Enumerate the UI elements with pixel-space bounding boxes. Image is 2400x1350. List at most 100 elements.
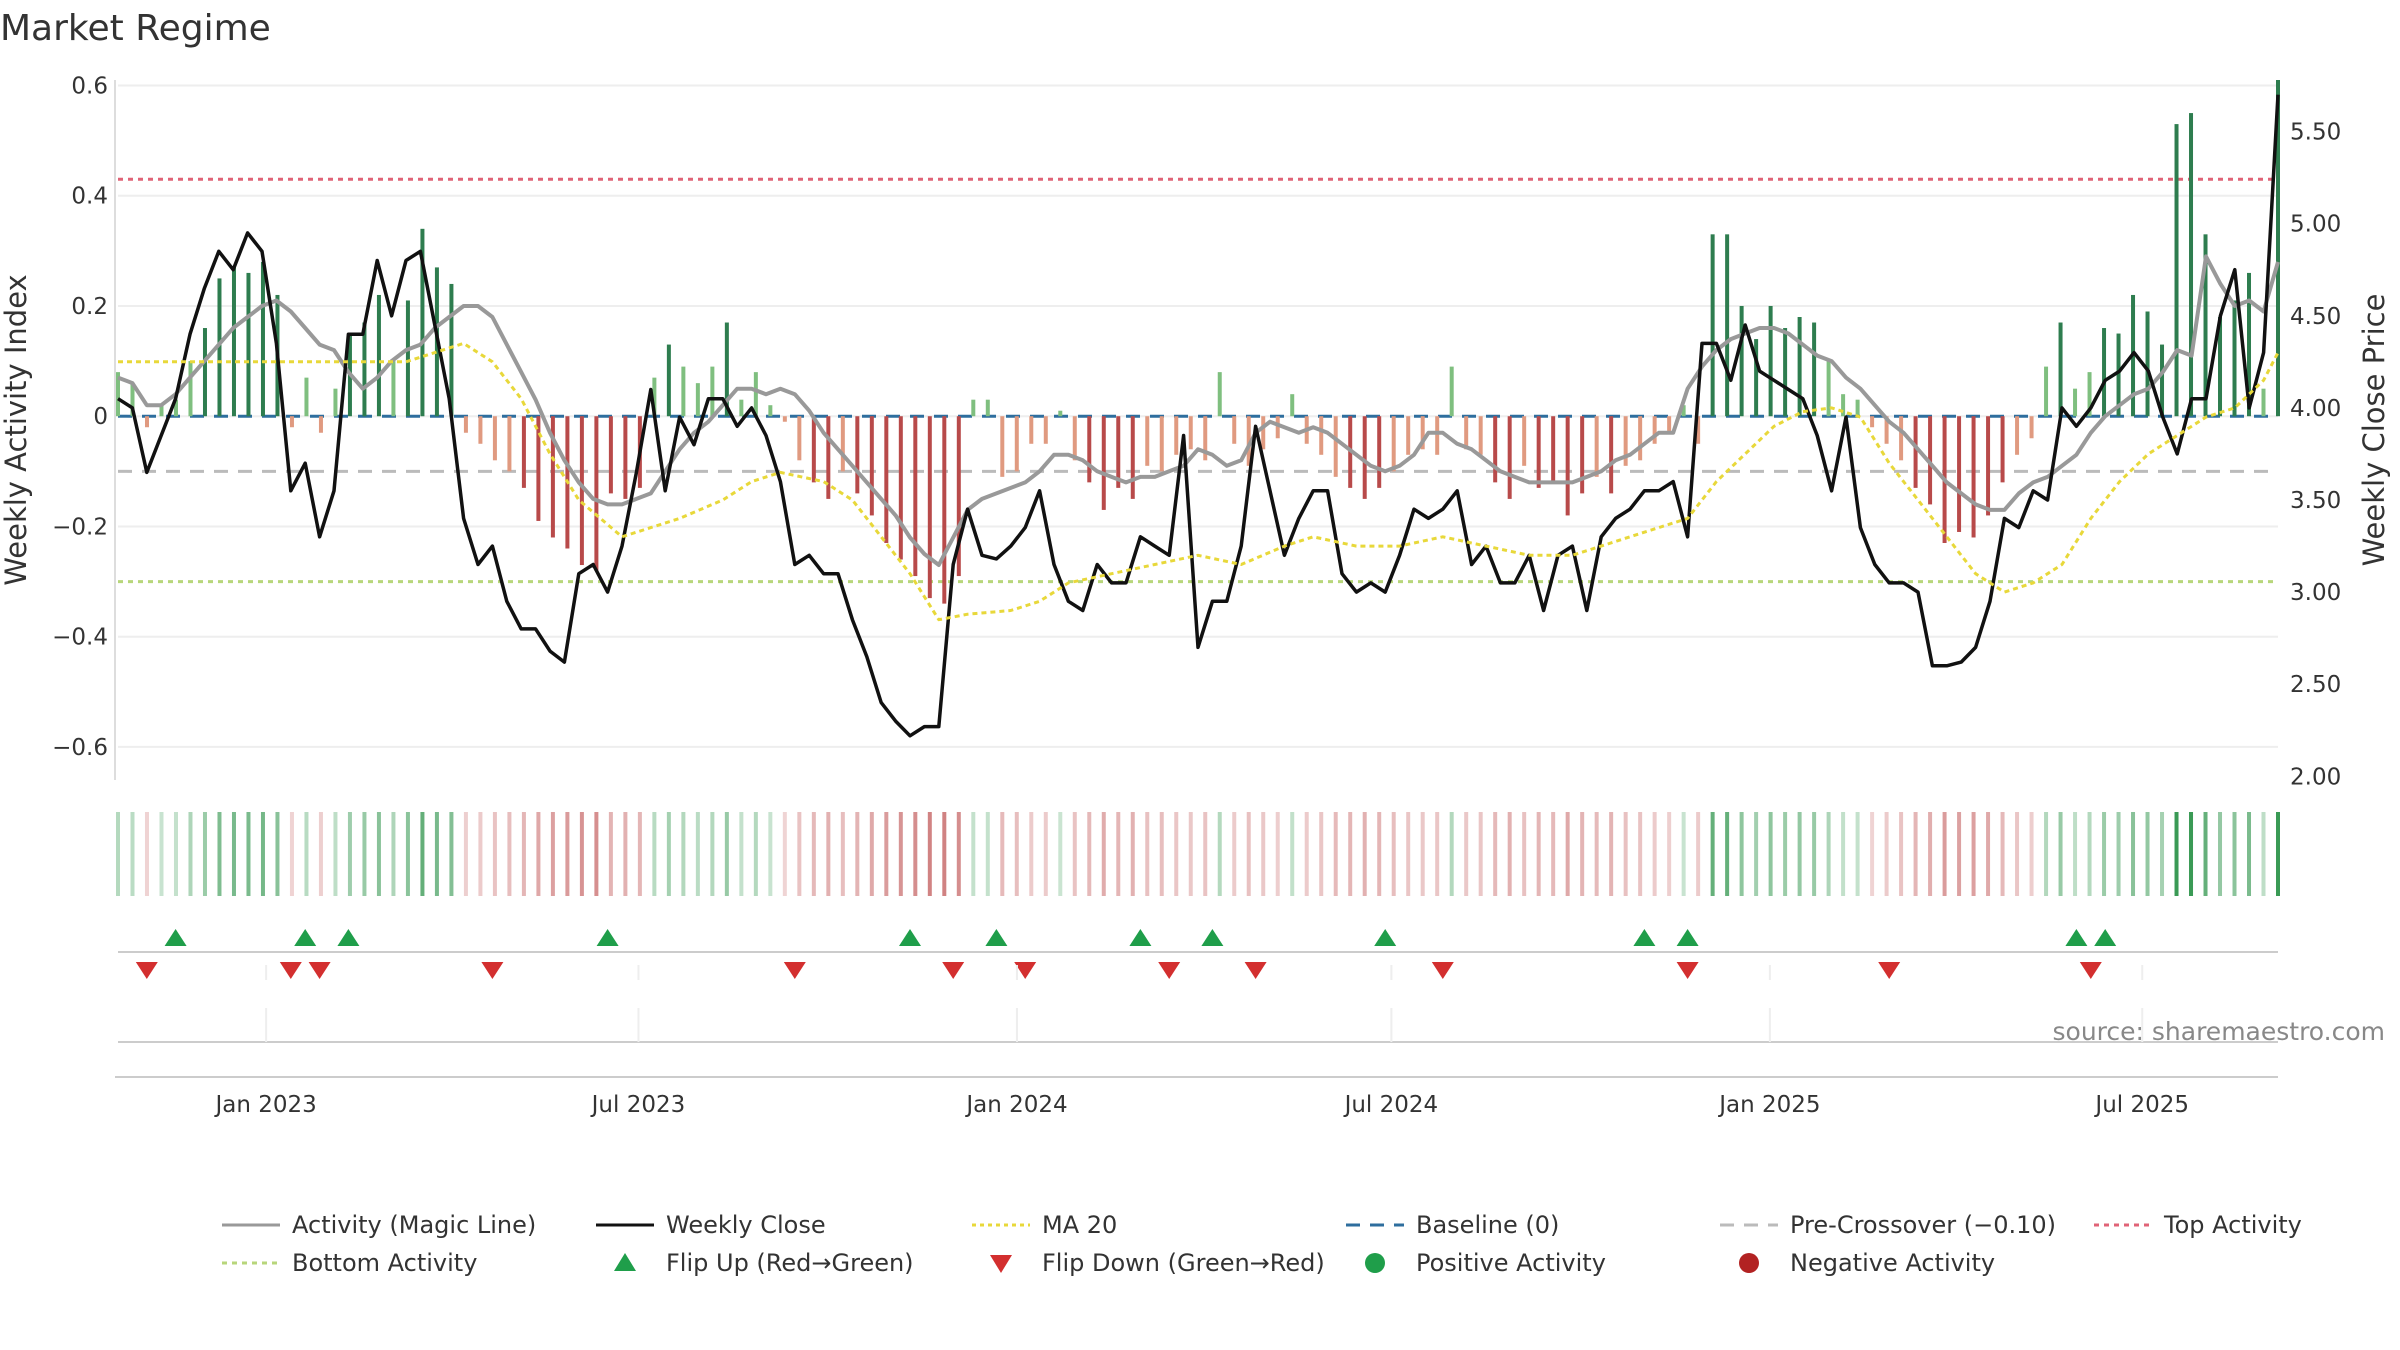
- activity-bar: [1014, 416, 1019, 472]
- activity-bar: [116, 372, 120, 417]
- legend-label: Baseline (0): [1416, 1211, 1559, 1239]
- legend-label: Activity (Magic Line): [292, 1211, 536, 1239]
- activity-bar: [884, 416, 889, 543]
- regime-stripe: [1739, 812, 1744, 896]
- legend-label: MA 20: [1042, 1211, 1117, 1239]
- activity-bar: [1072, 416, 1077, 461]
- regime-stripe: [2261, 812, 2266, 896]
- x-tick-label: Jan 2024: [964, 1092, 1067, 1118]
- regime-stripe: [217, 812, 222, 896]
- regime-stripe: [144, 812, 149, 896]
- regime-stripe: [1130, 812, 1135, 896]
- activity-bar: [1522, 416, 1527, 466]
- activity-bar: [1493, 416, 1498, 483]
- activity-bar: [463, 416, 468, 433]
- legend-label: Negative Activity: [1790, 1249, 1995, 1277]
- flip-up-marker: [1633, 929, 1656, 946]
- y-left-tick-label: 0.4: [71, 184, 108, 210]
- activity-bar: [710, 366, 715, 417]
- activity-bar: [1101, 416, 1106, 510]
- regime-stripe: [855, 812, 860, 896]
- activity-bar: [1565, 416, 1570, 516]
- activity-bar: [695, 383, 700, 417]
- right-axis-ticks: 5.50 5.00 4.50 4.00 3.50 3.00 2.50 2.00: [2290, 120, 2341, 791]
- flip-down-marker: [1244, 962, 1267, 979]
- regime-stripe: [2015, 812, 2020, 896]
- activity-bar: [1783, 328, 1788, 417]
- regime-stripe: [623, 812, 628, 896]
- activity-bar: [1623, 416, 1628, 466]
- y-left-tick-label: −0.2: [52, 514, 108, 540]
- regime-stripe: [1884, 812, 1889, 896]
- regime-stripe: [2044, 812, 2049, 896]
- activity-bar: [376, 294, 381, 417]
- flip-up-marker: [294, 929, 317, 946]
- y-left-tick-label: −0.6: [52, 735, 108, 761]
- regime-stripe: [1203, 812, 1208, 896]
- activity-bar: [1116, 416, 1121, 488]
- regime-stripe: [2218, 812, 2223, 896]
- activity-bar: [985, 399, 990, 417]
- regime-stripe: [1536, 812, 1541, 896]
- flip-down-marker: [481, 962, 504, 979]
- legend-item-ma20: MA 20: [972, 1211, 1117, 1239]
- regime-stripe: [840, 812, 845, 896]
- activity-bar: [1174, 416, 1179, 455]
- activity-bar: [420, 228, 425, 417]
- regime-stripe: [521, 812, 526, 896]
- regime-stripe: [927, 812, 932, 896]
- main-panel: 0.6 0.4 0.2 0 −0.2 −0.4 −0.6 5.50 5.00 4.50 4.00 3…: [52, 74, 2341, 791]
- regime-stripe: [971, 812, 976, 896]
- legend-item-flipup: Flip Up (Red→Green): [614, 1249, 914, 1277]
- flip-down-marker: [1158, 962, 1181, 979]
- regime-stripe: [463, 812, 468, 896]
- activity-bar: [1957, 416, 1962, 532]
- activity-bar: [2015, 416, 2020, 455]
- x-tick-label: Jul 2025: [2093, 1092, 2189, 1118]
- chart-title: Market Regime: [0, 8, 271, 49]
- regime-stripe: [1058, 812, 1063, 896]
- activity-bar: [2174, 124, 2179, 417]
- activity-bar: [478, 416, 483, 444]
- regime-stripe: [289, 812, 294, 896]
- regime-stripe: [1696, 812, 1701, 896]
- activity-bar: [492, 416, 497, 461]
- activity-bar: [1261, 416, 1266, 450]
- activity-bar: [1609, 416, 1614, 494]
- regime-stripe: [116, 812, 120, 896]
- regime-stripe: [1333, 812, 1338, 896]
- activity-bar: [1333, 416, 1338, 477]
- series-line-ma-20: [118, 341, 2280, 622]
- activity-bar: [2073, 388, 2078, 417]
- activity-bar: [579, 416, 584, 566]
- regime-stripe: [231, 812, 236, 896]
- y-axis-right-label: Weekly Close Price: [2357, 294, 2391, 567]
- activity-bar: [1275, 416, 1280, 439]
- regime-stripe: [956, 812, 961, 896]
- activity-bar: [391, 361, 396, 417]
- regime-stripe: [434, 812, 439, 896]
- y-left-tick-label: 0: [93, 404, 108, 430]
- flip-down-marker: [942, 962, 965, 979]
- regime-stripe: [2247, 812, 2252, 896]
- flip-up-marker: [899, 929, 921, 946]
- activity-bar: [1449, 366, 1454, 417]
- activity-bar: [942, 416, 947, 604]
- regime-stripe: [1116, 812, 1121, 896]
- reference-lines: [118, 177, 2278, 584]
- regime-stripe: [811, 812, 816, 896]
- regime-stripe: [1623, 812, 1628, 896]
- y-right-tick-label: 5.00: [2290, 212, 2341, 238]
- flip-up-marker: [164, 929, 187, 946]
- regime-stripe: [1029, 812, 1034, 896]
- activity-bar: [1884, 416, 1889, 444]
- left-axis-ticks: 0.6 0.4 0.2 0 −0.2 −0.4 −0.6: [52, 74, 108, 761]
- regime-stripe: [1304, 812, 1309, 896]
- regime-stripe: [565, 812, 570, 896]
- activity-bar: [608, 416, 613, 494]
- activity-bar: [1319, 416, 1324, 455]
- activity-bar: [1029, 416, 1034, 444]
- y-right-tick-label: 5.50: [2290, 120, 2341, 146]
- activity-bar: [1217, 372, 1222, 417]
